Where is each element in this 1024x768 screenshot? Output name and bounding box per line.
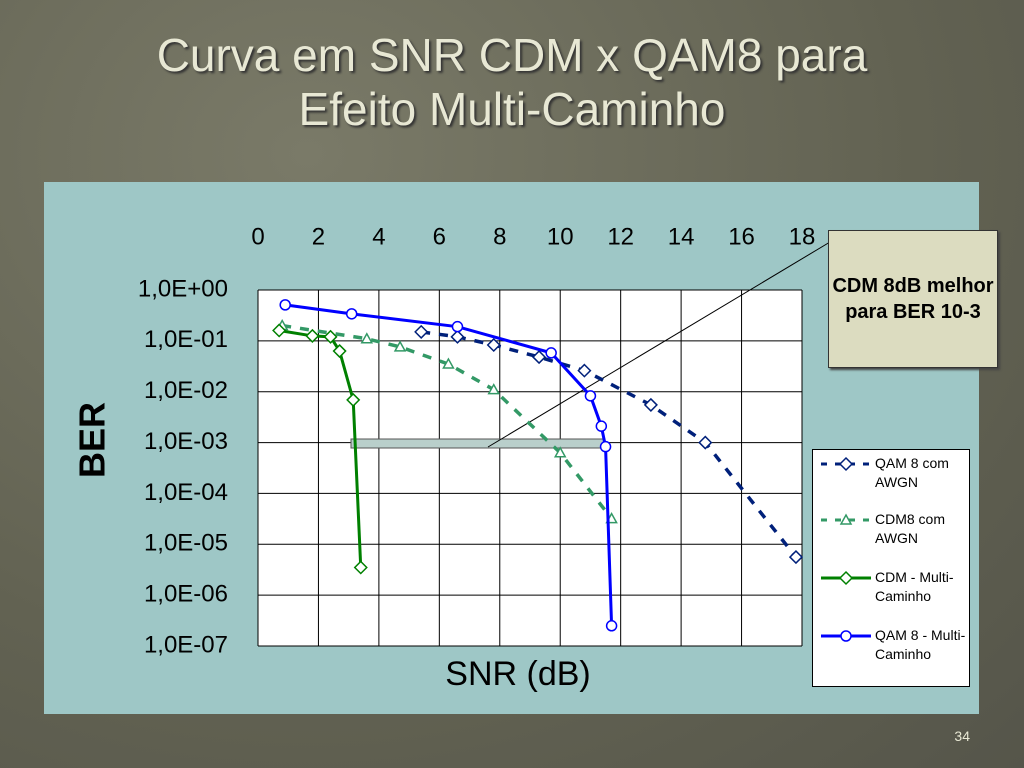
data-point [451,320,464,333]
data-point [605,620,618,632]
y-axis-label: BER [72,402,113,478]
data-point [840,630,852,642]
data-point [353,560,368,575]
data-point [442,357,455,369]
data-point [323,329,338,344]
data-point [305,328,320,343]
plot-area [258,290,802,646]
annotation: CDM 8dB melhor para BER 10-3 [828,230,998,368]
slide-title: Curva em SNR CDM x QAM8 para Efeito Mult… [156,29,868,135]
data-point [345,308,358,320]
data-point [788,550,804,565]
data-point [838,456,854,472]
data-point [577,363,592,378]
x-tick-label: 6 [433,223,446,250]
y-tick-label: 1,0E+00 [138,275,228,302]
data-point [393,340,407,352]
data-point [553,446,567,458]
data-point [450,329,465,344]
legend-label: QAM 8 com AWGN [875,455,949,490]
data-point [599,440,612,453]
data-point [839,513,853,525]
data-point [487,383,501,395]
highlight-bar [350,438,606,449]
legend-swatch [821,570,871,586]
data-point [698,435,713,450]
x-tick-label: 8 [493,223,506,250]
legend-label: CDM8 com AWGN [875,511,946,546]
legend-swatch [821,630,871,642]
callout-line [487,241,831,448]
x-axis-label: SNR (dB) [445,655,590,693]
data-point [272,323,287,338]
legend-label: CDM - Multi-Caminho [875,569,954,604]
slide-number: 34 [954,728,970,744]
data-point [360,332,374,344]
data-point [532,350,547,365]
data-point [279,299,291,311]
legend-swatch [821,456,871,472]
x-tick-label: 16 [728,223,755,250]
x-tick-label: 2 [312,223,325,250]
y-tick-label: 1,0E-03 [144,428,228,455]
data-point [838,570,854,586]
x-tick-label: 4 [372,223,385,250]
legend-label: QAM 8 - Multi-Caminho [875,627,966,662]
x-tick-label: 0 [251,223,264,250]
data-point [332,344,347,359]
y-tick-label: 1,0E-06 [144,580,228,607]
y-tick-label: 1,0E-02 [144,377,228,404]
data-point [486,337,501,353]
legend-swatch [821,513,871,525]
y-tick-label: 1,0E-04 [144,479,228,506]
y-tick-label: 1,0E-07 [144,631,228,658]
x-tick-label: 10 [547,223,574,250]
y-tick-label: 1,0E-05 [144,530,228,557]
x-tick-label: 12 [607,223,634,250]
legend: QAM 8 com AWGN CDM8 com AWGN CDM - Multi-C… [812,449,970,687]
x-tick-label: 14 [668,223,695,250]
data-point [545,347,557,359]
data-point [584,390,597,402]
data-point [414,324,429,339]
data-point [346,392,361,407]
x-tick-label: 18 [789,223,816,250]
data-point [595,420,608,432]
data-point [643,397,658,412]
y-tick-label: 1,0E-01 [144,326,228,353]
